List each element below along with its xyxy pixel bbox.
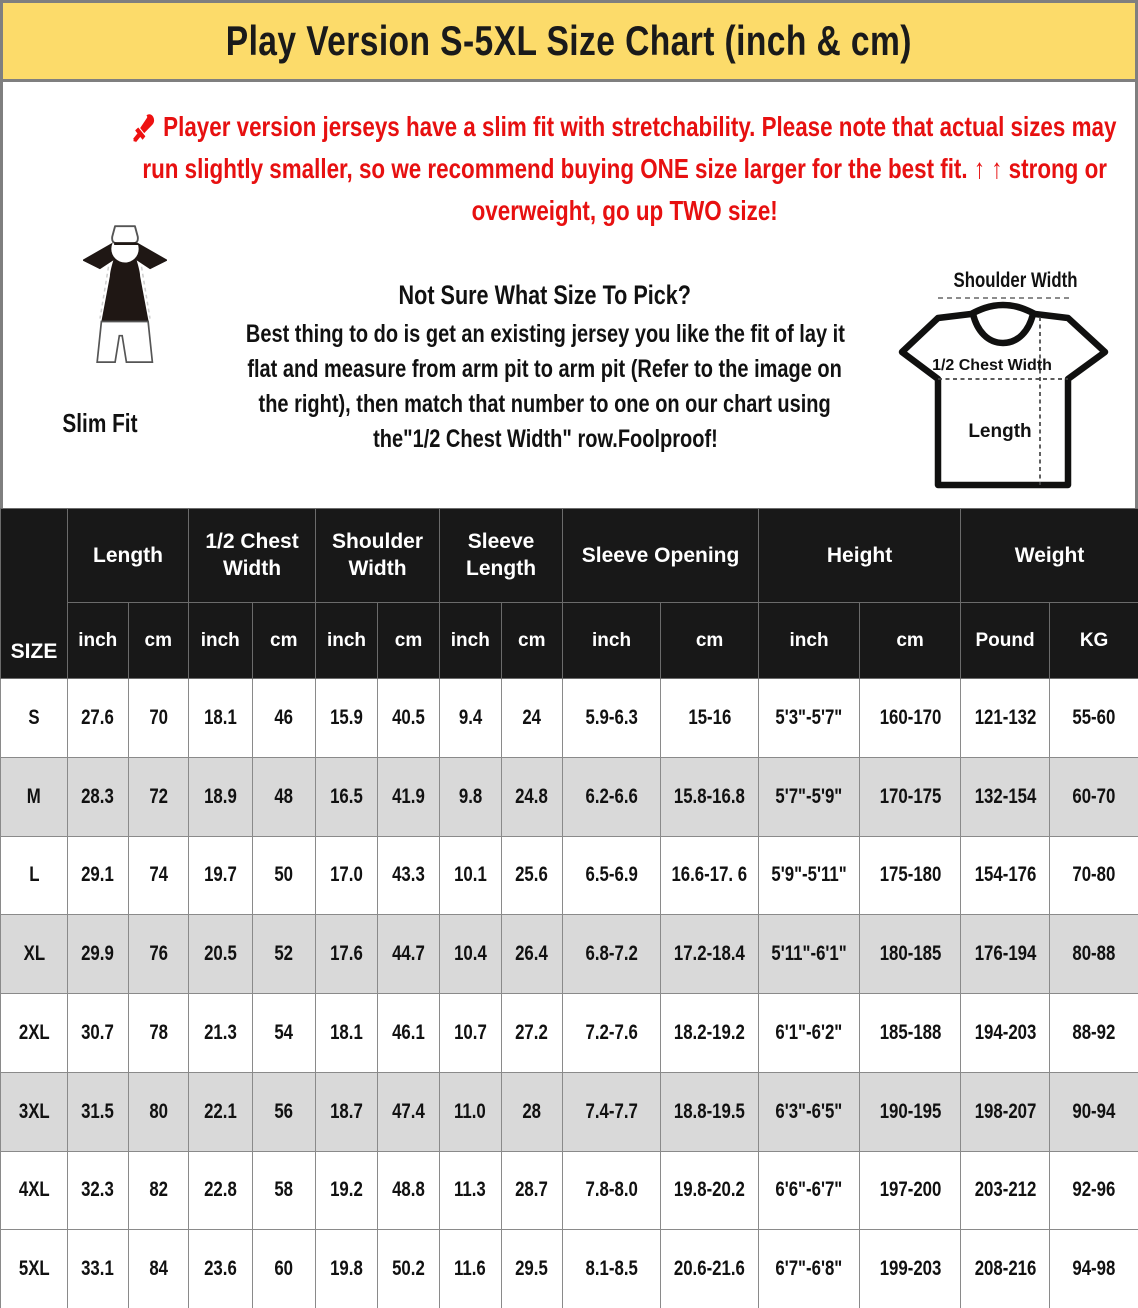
- svg-text:1/2 Chest Width: 1/2 Chest Width: [932, 357, 1052, 374]
- svg-text:Length: Length: [968, 421, 1031, 442]
